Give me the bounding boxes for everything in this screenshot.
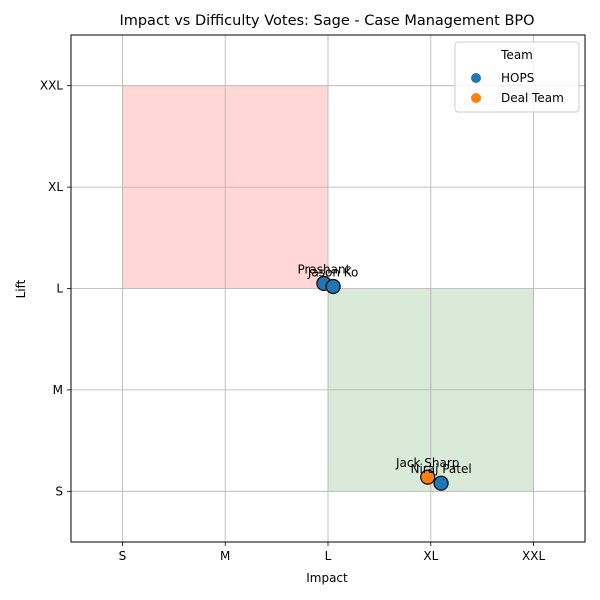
y-tick-label: M [53,383,63,397]
legend-title: Team [500,48,533,62]
legend-marker-hops [471,73,481,83]
x-tick-label: L [325,549,332,563]
legend-label-deal-team: Deal Team [501,91,564,105]
x-tick-label: XL [423,549,438,563]
legend-label-hops: HOPS [501,71,534,85]
data-point [420,469,436,485]
y-tick-label: S [55,484,63,498]
x-tick-label: S [119,549,127,563]
data-point [433,475,449,491]
x-tick-label: XXL [522,549,545,563]
y-tick-label: XL [48,180,63,194]
data-point [325,278,341,295]
point-label: Prashant [297,262,350,276]
chart-title: Impact vs Difficulty Votes: Sage - Case … [119,13,534,29]
legend-box [454,41,580,113]
legend-marker-deal-team [471,93,481,103]
x-axis-label: Impact [306,571,348,585]
y-tick-label: XXL [40,79,63,93]
point-label: Niraj Patel [410,462,471,476]
y-axis-label: Lift [14,279,28,298]
x-tick-label: M [220,549,230,563]
y-tick-label: L [56,282,63,296]
ticks-layer: S M L XL XXL S M L XL XXL [40,79,546,563]
point-label: Jason Ko [307,265,359,279]
legend: Team HOPS Deal Team [454,41,580,113]
point-label: Jack Sharp [395,456,459,470]
